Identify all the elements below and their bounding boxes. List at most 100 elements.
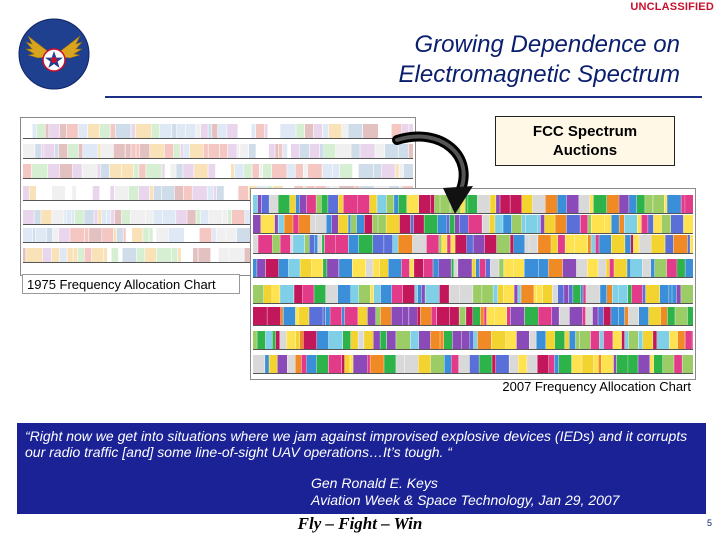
allocation-band-2007: [351, 215, 357, 233]
allocation-band-2007: [410, 215, 414, 233]
allocation-band-2007: [269, 355, 278, 373]
allocation-band-1975: [183, 164, 194, 178]
allocation-band-2007: [645, 195, 653, 213]
allocation-band-2007: [439, 235, 442, 253]
allocation-band-2007: [272, 331, 276, 349]
allocation-band-1975: [219, 144, 228, 158]
allocation-band-2007: [507, 307, 511, 325]
allocation-band-1975: [42, 248, 52, 262]
allocation-band-2007: [498, 285, 504, 303]
allocation-band-2007: [330, 307, 342, 325]
allocation-band-1975: [287, 144, 291, 158]
allocation-band-2007: [496, 355, 509, 373]
allocation-band-2007: [407, 195, 419, 213]
allocation-band-1975: [203, 144, 208, 158]
allocation-band-1975: [35, 144, 41, 158]
allocation-band-1975: [67, 248, 73, 262]
band-separator: [23, 262, 413, 263]
allocation-band-1975: [133, 164, 139, 178]
allocation-band-2007: [513, 259, 524, 277]
allocation-band-2007: [459, 285, 473, 303]
allocation-band-2007: [339, 259, 352, 277]
allocation-band-2007: [687, 235, 690, 253]
allocation-band-2007: [370, 355, 384, 373]
allocation-band-2007: [258, 235, 273, 253]
allocation-band-1975: [23, 164, 32, 178]
allocation-band-2007: [562, 259, 577, 277]
allocation-band-2007: [424, 215, 438, 233]
allocation-band-1975: [91, 248, 104, 262]
allocation-band-2007: [555, 215, 567, 233]
allocation-band-1975: [322, 124, 329, 138]
allocation-band-2007: [431, 307, 437, 325]
allocation-band-2007: [293, 235, 305, 253]
allocation-band-2007: [283, 307, 296, 325]
allocation-band-2007: [579, 331, 591, 349]
allocation-band-1975: [32, 228, 35, 242]
allocation-chart-2007-image: [250, 188, 696, 380]
allocation-band-2007: [364, 331, 374, 349]
allocation-band-1975: [126, 228, 132, 242]
allocation-band-1975: [170, 164, 176, 178]
allocation-band-2007: [642, 285, 646, 303]
allocation-band-2007: [604, 215, 611, 233]
allocation-band-2007: [491, 331, 506, 349]
allocation-band-2007: [295, 355, 302, 373]
allocation-band-1975: [384, 144, 398, 158]
allocation-band-2007: [621, 331, 625, 349]
allocation-band-1975: [110, 210, 115, 224]
allocation-band-1975: [94, 210, 98, 224]
allocation-band-1975: [200, 210, 209, 224]
allocation-band-2007: [293, 215, 299, 233]
allocation-band-2007: [599, 331, 604, 349]
allocation-band-2007: [490, 259, 499, 277]
band-separator: [253, 303, 693, 304]
allocation-band-2007: [545, 195, 557, 213]
allocation-band-2007: [551, 307, 559, 325]
allocation-band-2007: [565, 331, 569, 349]
allocation-band-2007: [611, 215, 619, 233]
allocation-band-2007: [452, 331, 461, 349]
allocation-band-1975: [156, 248, 172, 262]
allocation-band-2007: [384, 355, 396, 373]
band-separator: [253, 373, 693, 374]
allocation-band-2007: [257, 331, 266, 349]
allocation-band-1975: [149, 228, 153, 242]
allocation-band-1975: [136, 248, 145, 262]
allocation-band-2007: [613, 355, 617, 373]
allocation-band-2007: [299, 331, 304, 349]
allocation-band-2007: [280, 331, 287, 349]
allocation-band-2007: [380, 259, 388, 277]
allocation-band-2007: [358, 331, 364, 349]
allocation-band-2007: [418, 355, 431, 373]
allocation-band-1975: [72, 164, 82, 178]
allocation-band-1975: [113, 228, 117, 242]
allocation-band-2007: [496, 235, 510, 253]
allocation-band-1975: [194, 164, 208, 178]
allocation-band-1975: [287, 164, 295, 178]
allocation-band-2007: [524, 259, 538, 277]
allocation-band-2007: [568, 285, 573, 303]
allocation-band-2007: [599, 235, 611, 253]
allocation-band-1975: [256, 124, 265, 138]
allocation-band-2007: [492, 355, 496, 373]
slide-title: Growing Dependence on Electromagnetic Sp…: [260, 30, 680, 90]
allocation-band-2007: [590, 331, 600, 349]
allocation-band-2007: [546, 331, 555, 349]
allocation-band-2007: [536, 331, 546, 349]
allocation-band-2007: [322, 235, 325, 253]
allocation-band-1975: [348, 124, 363, 138]
allocation-band-1975: [207, 186, 213, 200]
allocation-band-1975: [224, 186, 238, 200]
allocation-band-2007: [311, 259, 323, 277]
allocation-band-1975: [160, 124, 172, 138]
allocation-band-2007: [654, 259, 667, 277]
allocation-band-1975: [84, 248, 92, 262]
allocation-band-1975: [322, 164, 332, 178]
allocation-band-2007: [628, 331, 638, 349]
allocation-band-1975: [196, 124, 201, 138]
allocation-band-1975: [121, 210, 131, 224]
allocation-band-1975: [92, 186, 100, 200]
allocation-band-1975: [36, 186, 52, 200]
allocation-band-1975: [55, 144, 59, 158]
